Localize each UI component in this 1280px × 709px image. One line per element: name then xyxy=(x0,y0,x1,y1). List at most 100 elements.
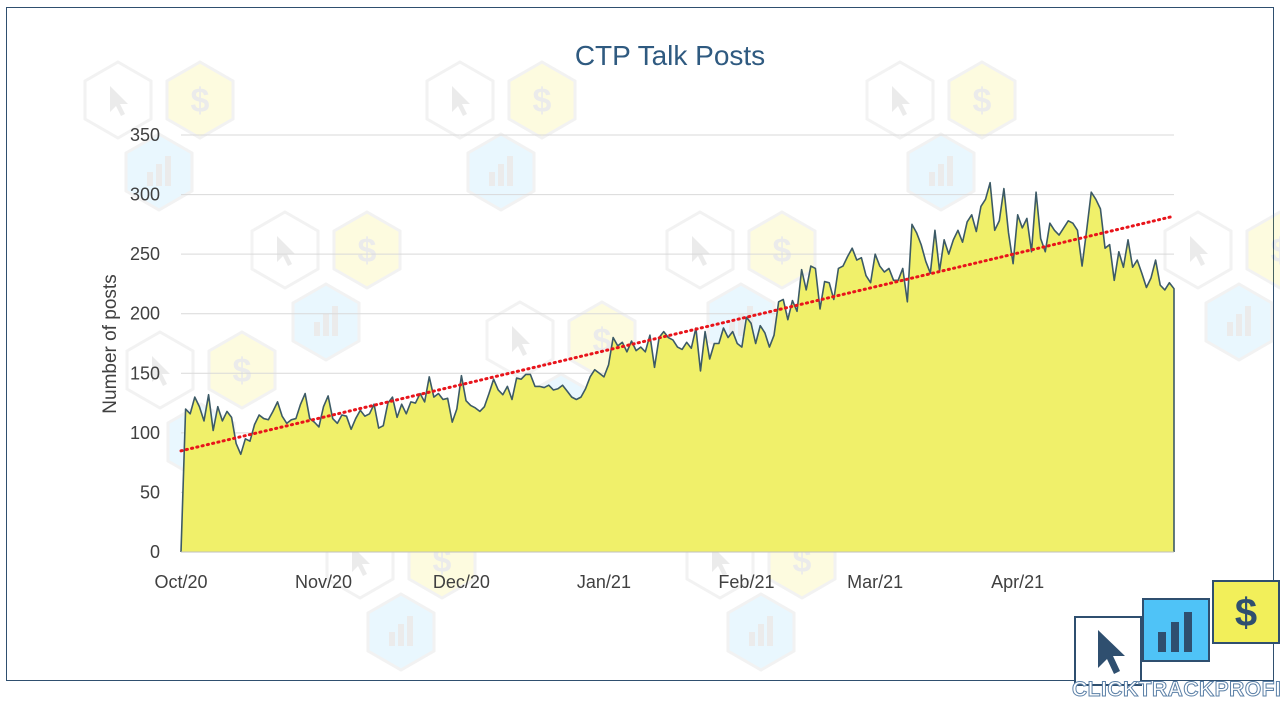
watermark-group: $ xyxy=(250,210,402,362)
cursor-icon xyxy=(452,86,470,116)
bar-chart-icon xyxy=(156,164,162,186)
watermark-hexagon xyxy=(1245,210,1280,290)
bar-chart-icon xyxy=(758,624,764,646)
cursor-icon xyxy=(352,546,370,576)
x-tick-label: Apr/21 xyxy=(991,572,1044,592)
watermark-hexagon xyxy=(906,132,976,212)
cursor-icon xyxy=(110,86,128,116)
bar-chart-icon xyxy=(729,322,735,336)
watermark-hexagon xyxy=(747,210,817,290)
y-tick-label: 300 xyxy=(130,185,160,205)
watermark-hexagon xyxy=(1163,210,1233,290)
watermark-group: $ xyxy=(507,60,577,140)
clicktrackprofit-logo: $ CLICKTRACKPROFIT xyxy=(1066,578,1280,709)
watermark-hexagon xyxy=(366,592,436,672)
y-tick-label: 200 xyxy=(130,304,160,324)
watermark-hexagon xyxy=(507,60,577,140)
watermark-group: $ xyxy=(1245,210,1280,290)
dollar-icon: $ xyxy=(358,232,377,270)
watermark-group xyxy=(124,132,194,212)
bar-chart-icon xyxy=(489,172,495,186)
watermark-group: $ xyxy=(1163,210,1280,362)
cursor-icon xyxy=(892,86,910,116)
watermark-hexagon xyxy=(947,60,1017,140)
cursor-icon xyxy=(692,236,710,266)
watermark-group: $ xyxy=(947,60,1017,140)
watermark-hexagon xyxy=(1204,282,1274,362)
dollar-icon: $ xyxy=(233,352,252,390)
series-line xyxy=(180,181,1175,553)
chart-frame xyxy=(6,7,1274,681)
watermark-group: $ xyxy=(747,210,817,290)
dollar-icon: $ xyxy=(773,232,792,270)
bar-chart-icon xyxy=(749,632,755,646)
y-axis-label: Number of posts xyxy=(100,274,121,413)
bar-chart-icon xyxy=(1142,598,1210,662)
x-tick-label: Feb/21 xyxy=(718,572,774,592)
cursor-icon xyxy=(277,236,295,266)
watermark-group: $ xyxy=(865,60,1017,212)
x-tick-label: Dec/20 xyxy=(433,572,490,592)
logo-wordmark: CLICKTRACKPROFIT xyxy=(1072,678,1280,702)
dollar-icon: $ xyxy=(533,82,552,120)
bar-chart-icon xyxy=(407,616,413,646)
watermark-group: $ xyxy=(207,330,277,410)
watermark-group: $ xyxy=(332,210,402,290)
watermark-group xyxy=(906,132,976,212)
y-tick-label: 150 xyxy=(130,363,160,383)
dollar-icon: $ xyxy=(593,322,612,360)
watermark-hexagon xyxy=(485,300,555,380)
bar-chart-icon xyxy=(938,164,944,186)
watermark-hexagon xyxy=(124,132,194,212)
bar-chart-icon xyxy=(314,322,320,336)
watermark-hexagon xyxy=(865,60,935,140)
y-tick-label: 50 xyxy=(140,482,160,502)
watermark-hexagon xyxy=(726,592,796,672)
dollar-icon: $ xyxy=(191,82,210,120)
watermark-hexagon xyxy=(425,60,495,140)
bar-chart-icon xyxy=(498,164,504,186)
trendline-layer xyxy=(179,214,1176,453)
chart-title: CTP Talk Posts xyxy=(575,40,765,71)
bar-chart-icon xyxy=(323,314,329,336)
watermark-hexagon xyxy=(291,282,361,362)
area-fill xyxy=(181,182,1174,552)
bar-chart-icon xyxy=(507,156,513,186)
bar-chart-icon xyxy=(1245,306,1251,336)
bar-chart-icon xyxy=(947,156,953,186)
x-tick-label: Nov/20 xyxy=(295,572,352,592)
watermark-group xyxy=(366,592,436,672)
watermark-group: $ xyxy=(83,60,235,212)
watermark-hexagon xyxy=(665,210,735,290)
cursor-icon xyxy=(712,546,730,576)
dollar-icon: $ xyxy=(1271,232,1280,270)
cursor-icon xyxy=(152,356,170,386)
x-tick-label: Oct/20 xyxy=(154,572,207,592)
cursor-icon xyxy=(1074,616,1142,686)
x-tick-label: Mar/21 xyxy=(847,572,903,592)
bar-chart-icon xyxy=(398,624,404,646)
watermark-hexagon xyxy=(207,330,277,410)
cursor-icon xyxy=(1190,236,1208,266)
bar-chart-icon xyxy=(767,616,773,646)
bar-chart-icon xyxy=(738,314,744,336)
bar-chart-icon xyxy=(165,156,171,186)
dollar-icon: $ xyxy=(1212,580,1280,644)
cursor-icon xyxy=(512,326,530,356)
y-tick-label: 350 xyxy=(130,125,160,145)
watermark-hexagon xyxy=(250,210,320,290)
axes: 0 50 100 150 200 250 300 350 Oct/20 Nov/20 Dec/20 J… xyxy=(130,125,1174,592)
bar-chart-icon xyxy=(929,172,935,186)
watermark-group xyxy=(726,592,796,672)
watermark-group: $ xyxy=(425,60,577,212)
bar-chart-icon xyxy=(1227,322,1233,336)
watermark-group xyxy=(466,132,536,212)
watermark-hexagon xyxy=(332,210,402,290)
bar-chart-icon xyxy=(389,632,395,646)
trendline xyxy=(179,214,1176,453)
bar-chart-icon xyxy=(1236,314,1242,336)
y-tick-label: 250 xyxy=(130,244,160,264)
area-layer xyxy=(180,181,1175,553)
dollar-icon: $ xyxy=(973,82,992,120)
